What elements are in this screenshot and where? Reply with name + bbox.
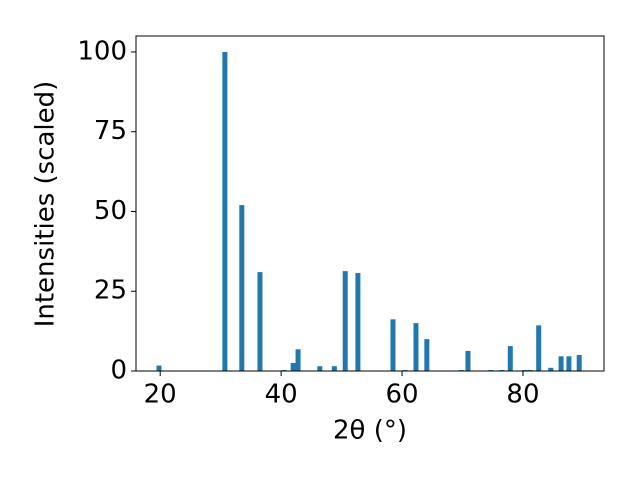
y-axis-label: Intensities (scaled) — [31, 81, 61, 328]
bar — [290, 363, 296, 371]
x-tick-label: 80 — [506, 380, 539, 410]
bar — [239, 205, 245, 371]
bar — [317, 366, 323, 371]
bar — [257, 272, 263, 371]
plot-frame — [135, 35, 605, 372]
bar — [413, 323, 419, 371]
bar — [156, 365, 162, 371]
bar — [566, 356, 572, 371]
bar — [424, 339, 430, 371]
bar — [342, 271, 348, 371]
bar — [576, 355, 582, 371]
y-tick-label: 75 — [94, 116, 127, 146]
x-tick-label: 20 — [144, 380, 177, 410]
bar — [507, 346, 513, 371]
bar — [295, 349, 301, 371]
bar — [390, 319, 396, 371]
bar — [222, 51, 228, 371]
y-tick-label: 25 — [94, 276, 127, 306]
bar — [558, 356, 564, 371]
y-tick-label: 100 — [77, 36, 127, 66]
bar — [465, 350, 471, 371]
x-axis-label: 2θ (°) — [333, 416, 407, 446]
x-tick-label: 60 — [385, 380, 418, 410]
y-tick-label: 0 — [110, 356, 127, 386]
bar — [548, 367, 554, 371]
bar — [355, 273, 361, 371]
bar — [536, 325, 542, 371]
x-tick-label: 40 — [265, 380, 298, 410]
y-tick-label: 50 — [94, 196, 127, 226]
bar — [331, 366, 337, 371]
